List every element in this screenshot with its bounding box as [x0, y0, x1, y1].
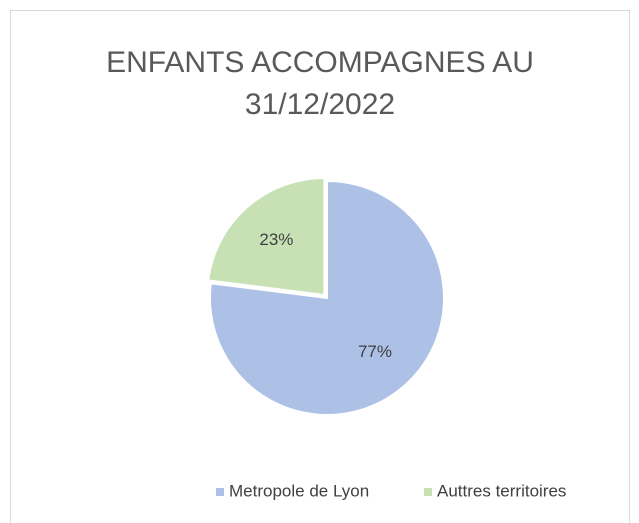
- data-label: 23%: [259, 230, 293, 249]
- legend-label: Auttres territoires: [437, 481, 566, 500]
- legend-label: Metropole de Lyon: [229, 481, 369, 500]
- legend-swatch: [424, 488, 432, 496]
- data-label: 77%: [358, 342, 392, 361]
- pie-slice: [207, 176, 326, 297]
- pie-slice: [209, 179, 445, 416]
- legend-swatch: [216, 488, 224, 496]
- chart-title: ENFANTS ACCOMPAGNES AU 31/12/2022: [106, 46, 534, 121]
